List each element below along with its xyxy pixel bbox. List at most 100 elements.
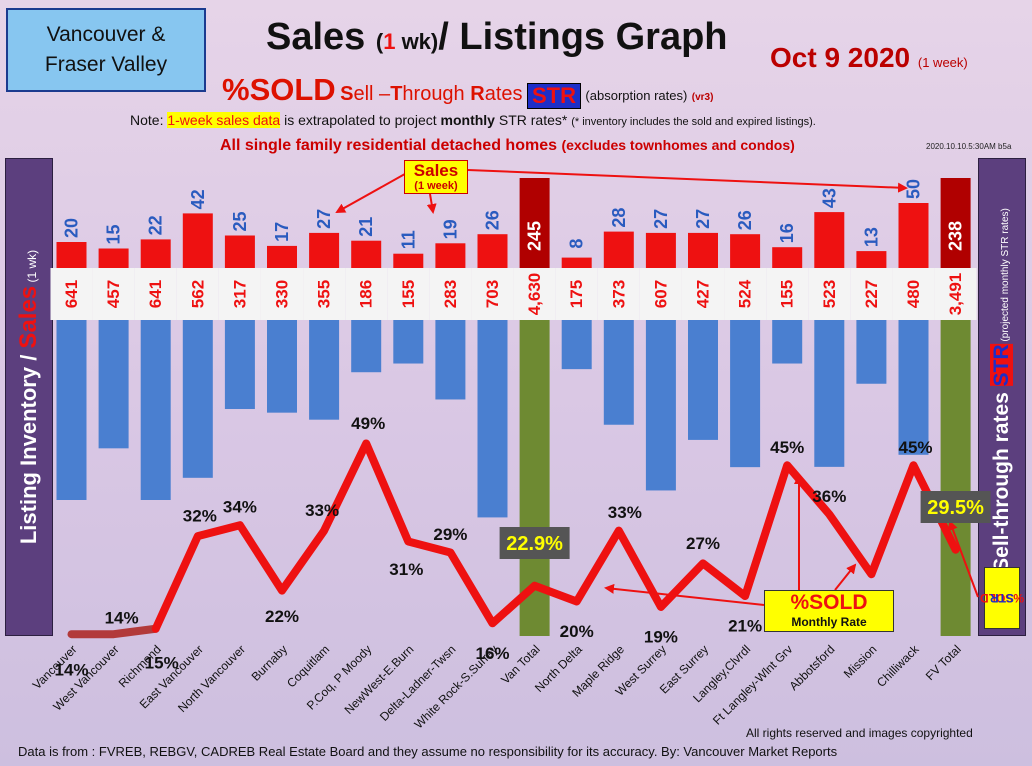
str-total-label-fv-total: 29.5% <box>927 497 984 519</box>
inventory-bar-mission <box>856 320 887 384</box>
subset-line: All single family residential detached h… <box>220 137 795 155</box>
inventory-label-band-mission <box>850 268 893 320</box>
inventory-label-langley-clvrdl: 524 <box>736 279 755 308</box>
sales-label-west-vancouver: 15 <box>104 224 124 244</box>
inventory-label-newwest-e-burn: 155 <box>399 280 418 308</box>
inventory-label-white-rock-s-surrey: 703 <box>483 280 502 308</box>
region-line-2: Fraser Valley <box>44 53 168 76</box>
pct-label-langley-clvrdl: 21% <box>728 617 762 636</box>
note-line: Note: 1-week sales data is extrapolated … <box>130 112 816 128</box>
inventory-label-band-langley-clvrdl <box>724 268 767 320</box>
sales-bar-richmond <box>140 239 171 268</box>
inventory-label-van-total: 4,630 <box>525 273 544 316</box>
sales-label-north-vancouver: 25 <box>230 211 250 231</box>
pct-label-abbotsford: 36% <box>812 487 846 506</box>
title-paren: ( <box>375 29 384 54</box>
sales-bar-west-vancouver <box>98 248 129 268</box>
date-title: Oct 9 2020 (1 week) <box>770 42 968 74</box>
subtitle-t: T <box>390 83 403 105</box>
inventory-label-vancouver: 641 <box>62 280 81 308</box>
inventory-label-west-surrey: 607 <box>651 280 670 308</box>
inventory-bar-p-coq-p-moody <box>351 320 382 373</box>
str-arrow <box>948 520 979 598</box>
sales-bar-vancouver <box>56 242 87 268</box>
inventory-label-burnaby: 330 <box>273 280 292 308</box>
sales-bar-chilliwack <box>898 203 929 268</box>
subset-a: All single family residential detached h… <box>220 137 562 154</box>
sales-bar-maple-ridge <box>603 231 634 268</box>
sales-label-ft-langley-wlnt-grv: 16 <box>777 223 797 243</box>
source-note: Data is from : FVREB, REBGV, CADREB Real… <box>18 744 838 759</box>
inventory-label-band-east-vancouver <box>176 268 219 320</box>
inventory-label-band-fv-total <box>934 268 977 320</box>
inventory-bar-maple-ridge <box>603 320 634 425</box>
subtitle-sold: %SOLD <box>222 72 336 107</box>
inventory-label-band-maple-ridge <box>597 268 640 320</box>
category-label-ft-langley-wlnt-grv: Ft Langley-Wlnt Grv <box>710 642 795 727</box>
category-label-delta-ladner-twsn: Delta-Ladner-Twsn <box>377 642 459 724</box>
pct-label-east-surrey: 27% <box>686 534 720 553</box>
inventory-bar-fv-total <box>940 320 971 636</box>
sales-bar-p-coq-p-moody <box>351 240 382 268</box>
sales-bar-delta-ladner-twsn <box>435 243 466 268</box>
inventory-label-north-vancouver: 317 <box>230 280 249 308</box>
str-total-label-van-total: 22.9% <box>506 533 563 555</box>
right-axis-panel <box>978 158 1026 636</box>
pct-label-west-surrey: 19% <box>644 627 678 646</box>
inventory-bar-east-vancouver <box>182 320 213 478</box>
inventory-label-band-ft-langley-wlnt-grv <box>766 268 809 320</box>
pct-label-newwest-e-burn: 31% <box>389 560 423 579</box>
sales-bar-van-total <box>519 178 550 268</box>
sales-label-east-surrey: 27 <box>693 209 713 229</box>
note-small: (* inventory includes the sold and expir… <box>571 116 816 128</box>
left-axis-panel <box>5 158 53 636</box>
pct-label-west-vancouver: 14% <box>105 609 139 628</box>
rights-note: All rights reserved and images copyright… <box>746 726 973 740</box>
sold-line <box>151 439 960 633</box>
sales-arrow-right <box>467 169 908 193</box>
inventory-label-east-vancouver: 562 <box>188 280 207 308</box>
inventory-bar-north-vancouver <box>224 320 255 410</box>
sales-bar-north-vancouver <box>224 235 255 268</box>
pct-label-delta-ladner-twsn: 29% <box>433 525 467 544</box>
inventory-label-coquitlam: 355 <box>315 280 334 308</box>
sold-line-start <box>67 624 160 639</box>
category-label-burnaby: Burnaby <box>249 642 291 684</box>
inventory-label-band-coquitlam <box>303 268 346 320</box>
inventory-label-band-north-vancouver <box>218 268 261 320</box>
pct-label-p-coq-p-moody: 49% <box>351 414 385 433</box>
inventory-label-band-west-vancouver <box>92 268 135 320</box>
pct-label-east-vancouver: 32% <box>183 507 217 526</box>
note-c: STR rates* <box>494 112 572 128</box>
date-note: (1 week) <box>917 55 968 70</box>
inventory-label-band-van-total <box>513 268 556 320</box>
subset-b: (excludes townhomes and condos) <box>561 137 795 153</box>
inventory-label-mission: 227 <box>862 280 881 308</box>
sales-label-p-coq-p-moody: 21 <box>356 217 376 237</box>
subtitle-ell: ell – <box>353 83 391 105</box>
inventory-label-band-delta-ladner-twsn <box>429 268 472 320</box>
sales-bar-ft-langley-wlnt-grv <box>772 247 803 268</box>
inventory-label-band-newwest-e-burn <box>387 268 430 320</box>
sales-callout: Sales (1 week) <box>404 160 468 194</box>
inventory-label-north-delta: 175 <box>567 280 586 308</box>
title-listings: / Listings Graph <box>438 16 728 58</box>
sales-arrow-left <box>335 169 413 213</box>
sales-bar-burnaby <box>267 245 297 268</box>
inventory-label-band-abbotsford <box>808 268 851 320</box>
inventory-bar-chilliwack <box>898 320 929 455</box>
sales-label-coquitlam: 27 <box>314 209 334 229</box>
str-total-box-fv-total <box>920 491 991 523</box>
inventory-label-richmond: 641 <box>146 280 165 308</box>
sales-label-maple-ridge: 28 <box>609 208 629 228</box>
sales-label-langley-clvrdl: 26 <box>735 210 755 230</box>
inventory-bar-ft-langley-wlnt-grv <box>772 320 803 364</box>
inventory-label-band-west-surrey <box>639 268 682 320</box>
inventory-bar-west-surrey <box>645 320 676 491</box>
version-note: (vr3) <box>691 92 714 103</box>
sold-callout: %SOLD Monthly Rate <box>764 590 894 632</box>
pct-label-burnaby: 22% <box>265 607 299 626</box>
inventory-bar-north-delta <box>561 320 592 370</box>
inventory-bar-abbotsford <box>814 320 845 467</box>
title-wk: wk) <box>395 29 439 54</box>
